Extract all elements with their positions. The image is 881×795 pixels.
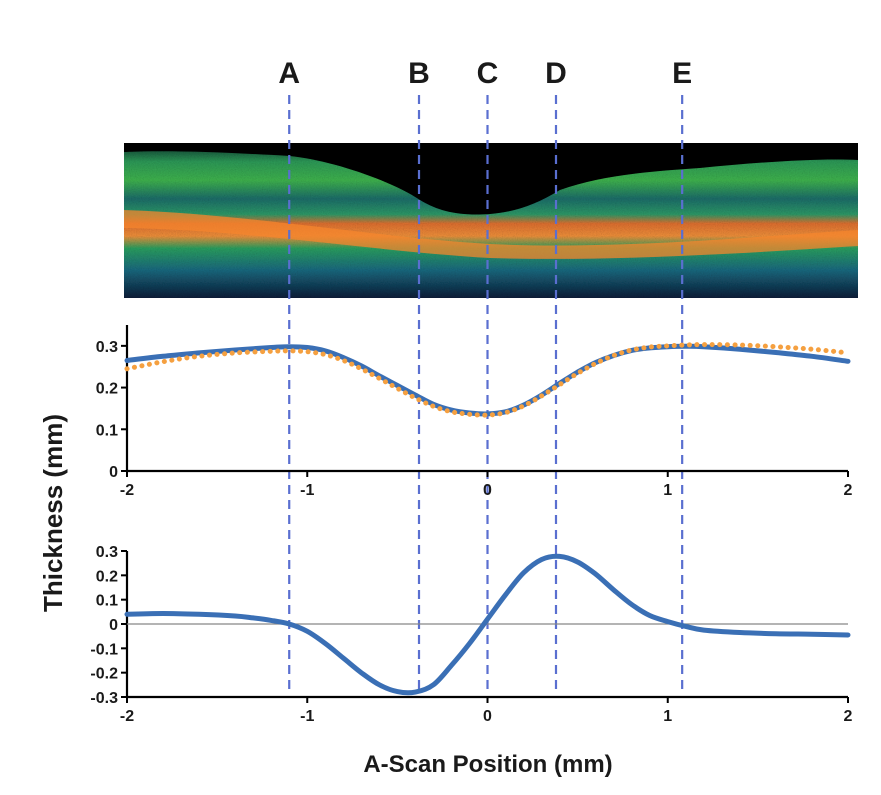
derivative-y-tick-label: 0 [109,617,118,634]
thickness-x-tick-label: 2 [844,482,853,499]
thickness-x-tick-label: -2 [120,482,134,499]
thickness-y-tick-label: 0.2 [96,381,118,398]
x-axis-label: A-Scan Position (mm) [363,751,612,778]
derivative-x-tick-label: 1 [663,708,672,725]
derivative-y-tick-label: 0.1 [96,593,118,610]
oct-foveal-pit [124,143,858,215]
derivative-x-tick-label: -1 [300,708,314,725]
thickness-y-tick-label: 0 [109,464,118,481]
derivative-x-tick-label: -2 [120,708,134,725]
derivative-plot: -0.3 -0.2 -0.1 0 0.1 0.2 0.3 -2 -1 0 1 2 [90,544,852,725]
derivative-y-tick-label: -0.3 [90,690,118,707]
derivative-x-tick-label: 0 [483,708,492,725]
marker-label-c: C [477,57,499,90]
oct-rpe-band [124,210,858,259]
derivative-series-solid [124,553,851,696]
derivative-x-tick-label: 2 [844,708,853,725]
marker-label-e: E [672,57,692,90]
y-axis-label: Thickness (mm) [38,414,68,612]
marker-label-a: A [278,57,300,90]
derivative-y-tick-label: 0.3 [96,544,118,561]
thickness-plot: 0 0.1 0.2 0.3 -2 -1 0 1 2 [96,325,853,499]
position-markers: A B C D E [278,57,692,690]
thickness-y-tick-label: 0.3 [96,339,118,356]
marker-label-d: D [545,57,567,90]
thickness-series-dotted [124,342,851,418]
thickness-x-tick-label: 0 [483,482,492,499]
thickness-y-tick-label: 0.1 [96,422,118,439]
marker-label-b: B [408,57,430,90]
thickness-x-tick-label: 1 [663,482,672,499]
oct-image-panel [124,143,858,298]
derivative-y-tick-label: -0.1 [90,641,118,658]
derivative-y-tick-label: -0.2 [90,666,118,683]
derivative-y-tick-label: 0.2 [96,568,118,585]
thickness-x-tick-label: -1 [300,482,314,499]
